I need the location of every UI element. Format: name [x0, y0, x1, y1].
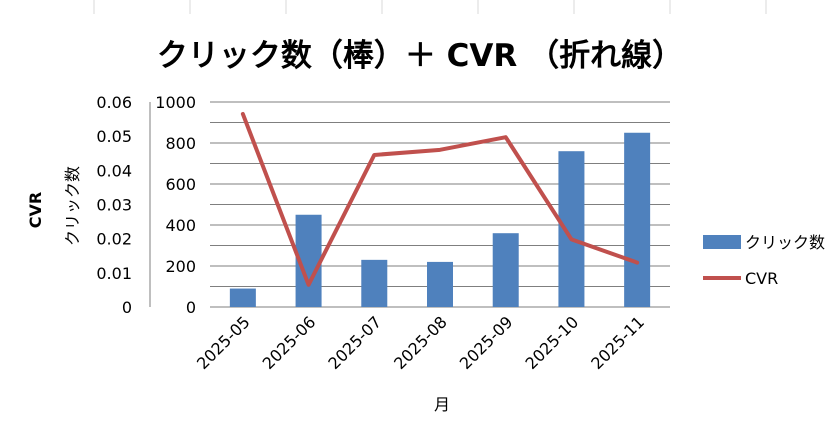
secondary-tick-5: 0.05 [96, 127, 132, 146]
primary-axis-label: クリック数 [63, 166, 82, 246]
chart-title: クリック数（棒）＋ CVR （折れ線） [157, 38, 683, 74]
primary-tick-5: 1000 [155, 93, 196, 112]
x-tick-2025-10: 2025-10 [522, 312, 583, 373]
bar-2025-11 [624, 132, 651, 307]
secondary-tick-1: 0.01 [96, 264, 132, 283]
line-series [240, 111, 640, 287]
x-tick-2025-08: 2025-08 [390, 312, 451, 373]
bar-2025-09 [492, 233, 519, 307]
primary-axis-ticks: 0 200 400 600 800 1000 [155, 93, 196, 317]
secondary-tick-2: 0.02 [96, 230, 132, 249]
x-tick-2025-05: 2025-05 [193, 312, 254, 373]
primary-tick-3: 600 [165, 175, 196, 194]
legend-label-bar: クリック数 [745, 233, 825, 252]
legend-swatch-bar [703, 235, 741, 249]
secondary-tick-6: 0.06 [96, 93, 132, 112]
gridlines [210, 101, 670, 287]
sheet-gridlines [93, 0, 767, 14]
secondary-tick-4: 0.04 [96, 161, 132, 180]
secondary-tick-0: 0 [122, 298, 132, 317]
x-tick-2025-06: 2025-06 [259, 312, 320, 373]
x-tick-2025-07: 2025-07 [324, 312, 385, 373]
secondary-axis-label: CVR [26, 192, 45, 228]
x-axis-ticks: 2025-05 2025-06 2025-07 2025-08 2025-09 2025-… [193, 312, 648, 373]
x-tick-2025-09: 2025-09 [456, 312, 517, 373]
primary-tick-4: 800 [165, 134, 196, 153]
secondary-axis-ticks: 0 0.01 0.02 0.03 0.04 0.05 0.06 [96, 93, 132, 317]
primary-tick-2: 400 [165, 216, 196, 235]
bar-2025-07 [361, 259, 388, 307]
primary-tick-0: 0 [186, 298, 196, 317]
legend: クリック数 CVR [703, 233, 825, 288]
primary-tick-1: 200 [165, 257, 196, 276]
bar-series [229, 132, 651, 307]
bar-2025-08 [427, 261, 453, 307]
secondary-tick-3: 0.03 [96, 196, 132, 215]
x-axis-label: 月 [434, 395, 450, 414]
bar-2025-10 [558, 151, 585, 307]
legend-label-line: CVR [745, 269, 778, 288]
bar-2025-05 [229, 288, 256, 307]
x-tick-2025-11: 2025-11 [587, 312, 648, 373]
